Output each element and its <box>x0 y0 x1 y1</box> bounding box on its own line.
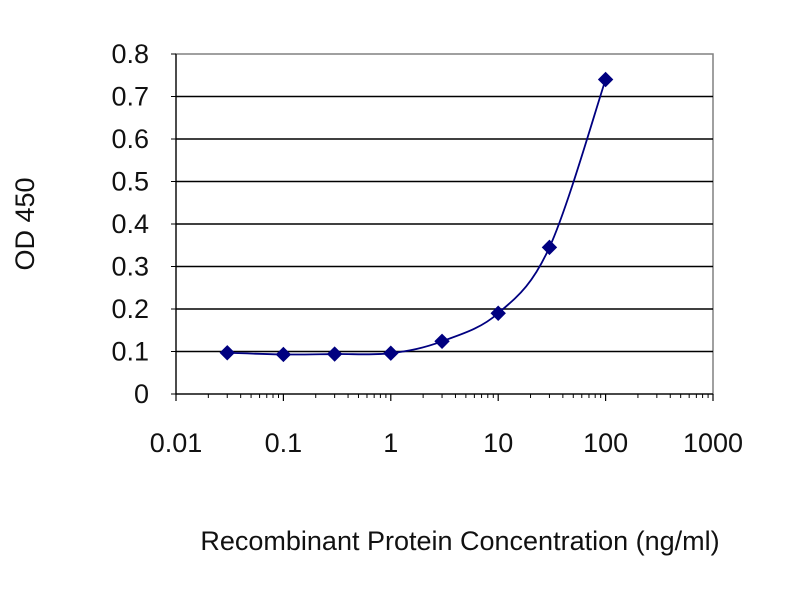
x-tick-label: 1 <box>383 428 398 458</box>
y-tick-labels: 0 0.1 0.2 0.3 0.4 0.5 0.6 0.7 0.8 <box>111 39 149 409</box>
data-point-marker <box>541 239 558 256</box>
x-tick-labels: 0.01 0.1 1 10 100 1000 <box>150 428 743 458</box>
x-tick-label: 100 <box>583 428 628 458</box>
y-tick-label: 0.6 <box>111 124 149 154</box>
y-tick-label: 0.5 <box>111 167 149 197</box>
y-axis-title: OD 450 <box>10 177 40 270</box>
y-tick-label: 0.3 <box>111 252 149 282</box>
x-tick-label: 0.1 <box>265 428 303 458</box>
x-tick-label: 10 <box>483 428 513 458</box>
series <box>219 71 614 363</box>
data-point-marker <box>434 333 450 350</box>
x-tick-label: 0.01 <box>150 428 203 458</box>
y-tick-label: 0.7 <box>111 82 149 112</box>
x-axis-title: Recombinant Protein Concentration (ng/ml… <box>200 526 719 556</box>
data-point-marker <box>490 305 506 321</box>
x-tick-label: 1000 <box>683 428 743 458</box>
y-tick-label: 0.1 <box>111 337 149 367</box>
y-tick-label: 0 <box>134 379 149 409</box>
axes <box>171 53 714 401</box>
data-point-marker <box>383 345 399 361</box>
y-tick-label: 0.2 <box>111 294 149 324</box>
data-point-marker <box>219 345 235 361</box>
data-point-marker <box>326 346 343 362</box>
y-tick-label: 0.4 <box>111 209 149 239</box>
data-point-marker <box>275 346 292 363</box>
gridlines <box>176 95 713 353</box>
data-point-marker <box>597 71 614 88</box>
y-tick-label: 0.8 <box>111 39 149 69</box>
